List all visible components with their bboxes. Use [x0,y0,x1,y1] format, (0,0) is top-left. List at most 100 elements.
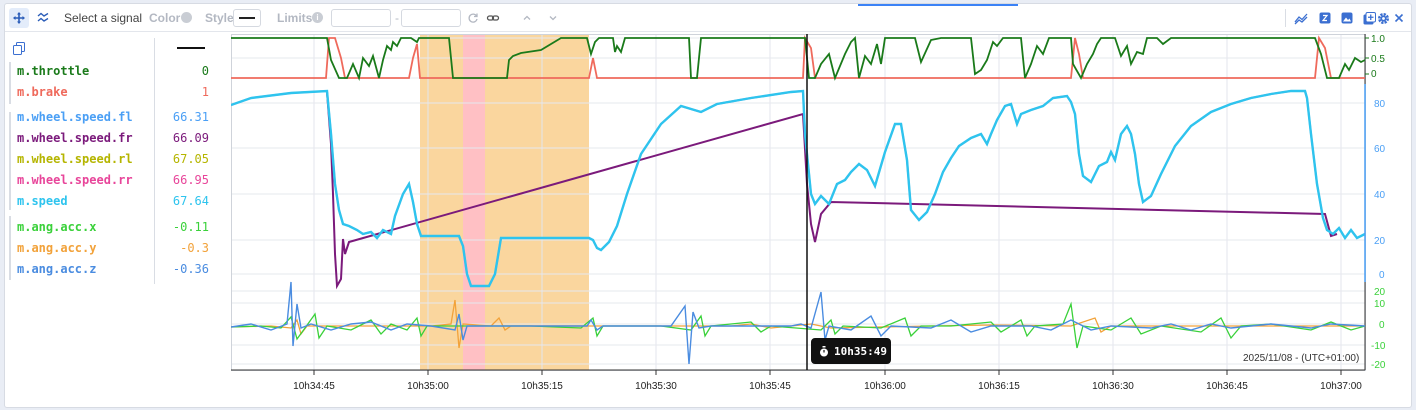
close-icon[interactable] [1389,8,1409,28]
toolbar: Select a signal Color Style Limits i - [5,4,1411,32]
gear-icon[interactable] [1373,8,1393,28]
y-tick-label: 80 [1374,99,1386,110]
signal-name: m.ang.acc.z [17,262,97,276]
cursor-time: 10h35:49 [834,344,887,358]
signal-name: m.ang.acc.y [17,241,97,255]
cursor-time-tooltip: 10h35:49 [811,338,891,364]
x-tick-label: 10h36:00 [864,381,906,392]
x-tick-label: 10h35:30 [635,381,677,392]
legend-row-ang-acc-z[interactable]: m.ang.acc.z -0.36 [17,262,227,280]
image-icon[interactable] [1337,8,1357,28]
signal-value: 0 [201,64,209,78]
color-swatch[interactable] [181,12,192,23]
group-bar-acc [9,216,11,280]
auto-scale-icon[interactable] [33,8,53,28]
x-tick-label: 10h35:15 [521,381,563,392]
signal-value: 1 [201,85,209,99]
signal-value: 67.05 [172,152,209,166]
ang-acc-z-series [231,281,1366,365]
group-bar-pedals [9,62,11,104]
wheel-speed-fr-series [326,91,1338,290]
x-tick-label: 10h35:00 [407,381,449,392]
link-icon[interactable] [483,8,503,28]
x-tick-label: 10h36:30 [1092,381,1134,392]
speed-series [231,89,1366,288]
y-tick-label: 40 [1374,190,1386,201]
signal-name: m.wheel.speed.fl [17,110,133,124]
y-tick-label: 20 [1374,236,1386,247]
y-tick-label: 0 [1371,69,1377,80]
signal-value: 66.31 [172,110,209,124]
legend-divider [154,38,155,284]
select-signal-label[interactable]: Select a signal [64,11,143,25]
trend-icon[interactable] [1291,8,1311,28]
legend-row-throttle[interactable]: m.throttle 0 [17,64,227,82]
chevron-down-icon[interactable] [543,8,563,28]
time-series-plot[interactable]: 10h34:45 10h35:00 10h35:15 10h35:30 10h3… [231,34,1411,409]
timezone-label: 2025/11/08 - (UTC+01:00) [1243,353,1360,364]
stopwatch-icon [820,345,828,356]
signal-legend: m.throttle 0 m.brake 1 m.wheel.speed.fl … [5,34,231,409]
move-icon[interactable] [9,8,29,28]
limit-separator: - [395,11,399,25]
x-tick-marks [313,370,1342,375]
y-tick-label: 20 [1374,287,1386,298]
badge-icon[interactable] [1315,8,1335,28]
legend-row-ang-acc-x[interactable]: m.ang.acc.x -0.11 [17,220,227,238]
y-tick-label: 10 [1374,299,1386,310]
color-label: Color [149,11,181,25]
active-tab-indicator [858,4,1018,6]
reset-icon[interactable] [463,8,483,28]
copy-icon[interactable] [13,42,25,58]
line-style-preview [239,17,255,19]
info-icon: i [312,12,323,23]
y-axis-speed: 80 60 40 20 0 [1364,84,1386,282]
x-tick-labels: 10h34:45 10h35:00 10h35:15 10h35:30 10h3… [293,381,1362,392]
plot-window: Select a signal Color Style Limits i - [4,3,1412,408]
throttle-series [231,36,1366,82]
limit-max-input[interactable] [401,9,461,27]
y-tick-label: 1.0 [1371,34,1385,45]
y-axis-acc: 20 10 0 -10 -20 [1371,287,1386,371]
legend-row-wheel-speed-rr[interactable]: m.wheel.speed.rr 66.95 [17,173,227,191]
brake-series [231,34,1365,79]
y-tick-label: 0 [1379,270,1385,281]
signal-value: 67.64 [172,194,209,208]
x-tick-label: 10h34:45 [293,381,335,392]
add-plot-icon[interactable] [1359,8,1379,28]
signal-value: -0.3 [180,241,209,255]
signal-name: m.brake [17,85,68,99]
y-axis-throttle: 1.0 0.5 0 [1365,34,1385,80]
legend-row-wheel-speed-fr[interactable]: m.wheel.speed.fr 66.09 [17,131,227,149]
limit-min-input[interactable] [331,9,391,27]
style-label: Style [205,11,234,25]
limits-label: Limits [277,11,313,25]
signal-name: m.speed [17,194,68,208]
signal-name: m.throttle [17,64,90,78]
brake-region [463,34,485,370]
signal-name: m.wheel.speed.fr [17,131,133,145]
vertical-gridlines [313,34,1342,370]
toolbar-divider [1285,9,1286,27]
y-tick-label: -10 [1371,341,1386,352]
y-tick-label: 0 [1379,320,1385,331]
style-selector[interactable] [233,9,261,27]
signal-value: -0.36 [172,262,209,276]
x-tick-label: 10h37:00 [1320,381,1362,392]
wheel-speed-rr-series [231,89,1366,287]
legend-row-speed[interactable]: m.speed 67.64 [17,194,227,212]
legend-row-wheel-speed-fl[interactable]: m.wheel.speed.fl 66.31 [17,110,227,128]
line-style-sample [177,47,205,49]
legend-row-ang-acc-y[interactable]: m.ang.acc.y -0.3 [17,241,227,259]
signal-name: m.wheel.speed.rr [17,173,133,187]
legend-row-wheel-speed-rl[interactable]: m.wheel.speed.rl 67.05 [17,152,227,170]
signal-value: 66.09 [172,131,209,145]
signal-value: 66.95 [172,173,209,187]
signal-name: m.ang.acc.x [17,220,97,234]
y-tick-label: 60 [1374,144,1386,155]
signal-value: -0.11 [172,220,209,234]
selection-region[interactable] [420,34,589,370]
x-tick-label: 10h35:45 [749,381,791,392]
chevron-up-icon[interactable] [517,8,537,28]
legend-row-brake[interactable]: m.brake 1 [17,85,227,103]
